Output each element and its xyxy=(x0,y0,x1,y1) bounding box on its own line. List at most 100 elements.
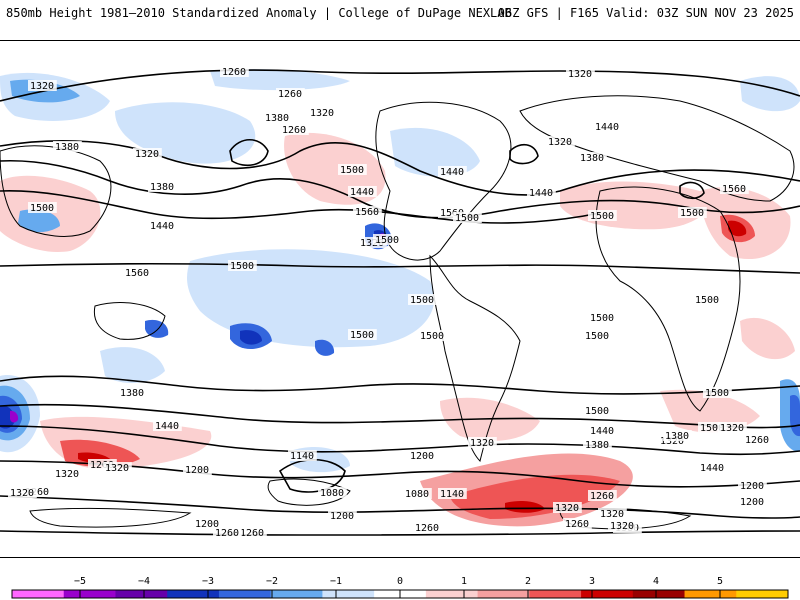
contour-label-bg xyxy=(148,220,177,231)
contour-label: 1140 xyxy=(440,489,464,500)
contour-label: 1380 xyxy=(580,153,604,164)
contour-label: 1560 xyxy=(722,184,746,195)
contour-label: 1500 xyxy=(705,388,729,399)
contour-label-bg xyxy=(698,422,727,433)
contour-label: 1500 xyxy=(695,295,719,306)
contour-label: 1440 xyxy=(350,187,374,198)
contour-label: 1320 xyxy=(660,436,684,447)
contour-label: 1500 xyxy=(680,208,704,219)
contour-label-bg xyxy=(408,450,437,461)
contour-label-bg xyxy=(693,294,722,305)
legend-tick-labels: −5 −4 −3 −2 −1 0 1 2 3 4 5 xyxy=(74,576,723,598)
contour-label-bg xyxy=(193,518,222,529)
contour-label: 1260 xyxy=(215,528,239,539)
contour-label-bg xyxy=(118,387,147,398)
contour-label: 1200 xyxy=(330,511,354,522)
contour-label-bg xyxy=(276,88,305,99)
contour-label-bg xyxy=(718,422,747,433)
contour-label: 1320 xyxy=(310,108,334,119)
contour-label-bg xyxy=(328,510,357,521)
contour-label-bg xyxy=(153,420,182,431)
contour-label: 1320 xyxy=(600,509,624,520)
legend-tick-label: −5 xyxy=(74,576,86,587)
contour-label: 1500 xyxy=(590,211,614,222)
contour-label-bg xyxy=(453,212,482,223)
contour-label: 1260 xyxy=(282,125,306,136)
contour-label-bg xyxy=(280,124,309,135)
contour-label-bg xyxy=(743,434,772,445)
contour-label: 1440 xyxy=(440,167,464,178)
contour-label: 1320 xyxy=(610,521,634,532)
contour-label-bg xyxy=(238,527,267,538)
contour-label: 1380 xyxy=(55,142,79,153)
legend-tick-label: 2 xyxy=(525,576,531,587)
contour-label: 1260 xyxy=(565,519,589,530)
legend-color-swatch xyxy=(12,590,65,598)
contour-label-bg xyxy=(53,468,82,479)
legend-tick-label: 3 xyxy=(589,576,595,587)
contour-label-bg xyxy=(338,164,367,175)
map-title: 850mb Height 1981–2010 Standardized Anom… xyxy=(6,6,512,20)
contour-label-bg xyxy=(678,207,707,218)
contour-label-bg xyxy=(88,459,117,470)
contour-label: 1440 xyxy=(155,421,179,432)
contour-label-bg xyxy=(8,487,37,498)
contour-label: 1260 xyxy=(90,460,114,471)
contour-label: 1320 xyxy=(360,238,384,249)
legend-color-swatch xyxy=(115,590,168,598)
contour-label: 1320 xyxy=(105,463,129,474)
contour-label: 1140 xyxy=(290,451,314,462)
contour-label: 1500 xyxy=(375,235,399,246)
contour-label-bg xyxy=(553,502,582,513)
contour-label: 1320 xyxy=(55,469,79,480)
legend-tick-label: −4 xyxy=(138,576,150,587)
legend-color-swatch xyxy=(322,590,375,598)
contour-label-bg xyxy=(348,329,377,340)
contour-label-bg xyxy=(583,330,612,341)
contour-label-bg xyxy=(438,207,467,218)
contour-label-bg xyxy=(308,107,337,118)
contour-label-bg xyxy=(318,487,347,498)
contour-label-bg xyxy=(403,488,432,499)
contour-label: 1260 xyxy=(278,89,302,100)
contour-label: 1260 xyxy=(745,435,769,446)
contour-label-bg xyxy=(373,234,402,245)
legend-color-swatch xyxy=(581,590,634,598)
contour-label: 1380 xyxy=(265,113,289,124)
contour-label: 1080 xyxy=(405,489,429,500)
contour-label-bg xyxy=(468,437,497,448)
contour-label-bg xyxy=(288,450,317,461)
legend-color-swatch xyxy=(632,590,686,598)
contour-label-bg xyxy=(588,425,617,436)
contour-label: 1500 xyxy=(420,331,444,342)
contour-label: 1200 xyxy=(740,497,764,508)
contour-label-bg xyxy=(598,508,627,519)
contour-label-bg xyxy=(133,148,162,159)
legend-color-swatch xyxy=(167,590,220,598)
contour-label: 1080 xyxy=(320,488,344,499)
contour-label-bg xyxy=(418,330,447,341)
contour-label: 1320 xyxy=(548,137,572,148)
contour-labels: 1260126013201320132013801260132013801500… xyxy=(8,66,772,539)
contour-label: 1440 xyxy=(700,463,724,474)
contour-label: 1320 xyxy=(470,438,494,449)
contour-label: 1320 xyxy=(10,488,34,499)
contour-label-bg xyxy=(527,187,556,198)
contour-label: 1440 xyxy=(150,221,174,232)
contour-label-bg xyxy=(583,439,612,450)
contour-label: 1440 xyxy=(590,426,614,437)
contour-label: 1200 xyxy=(410,451,434,462)
contour-label-bg xyxy=(546,136,575,147)
contour-label: 1320 xyxy=(720,423,744,434)
contour-label: 1260 xyxy=(222,67,246,78)
contour-label-bg xyxy=(588,312,617,323)
contour-label: 1260 xyxy=(590,491,614,502)
contour-label: 1500 xyxy=(350,330,374,341)
contour-label: 1380 xyxy=(585,440,609,451)
color-legend: −5 −4 −3 −2 −1 0 1 2 3 4 5 xyxy=(11,576,789,599)
contour-label: 1500 xyxy=(455,213,479,224)
contour-label-bg xyxy=(408,294,437,305)
contour-label: 1560 xyxy=(125,268,149,279)
contour-label-bg xyxy=(183,464,212,475)
contour-label: 1500 xyxy=(410,295,434,306)
